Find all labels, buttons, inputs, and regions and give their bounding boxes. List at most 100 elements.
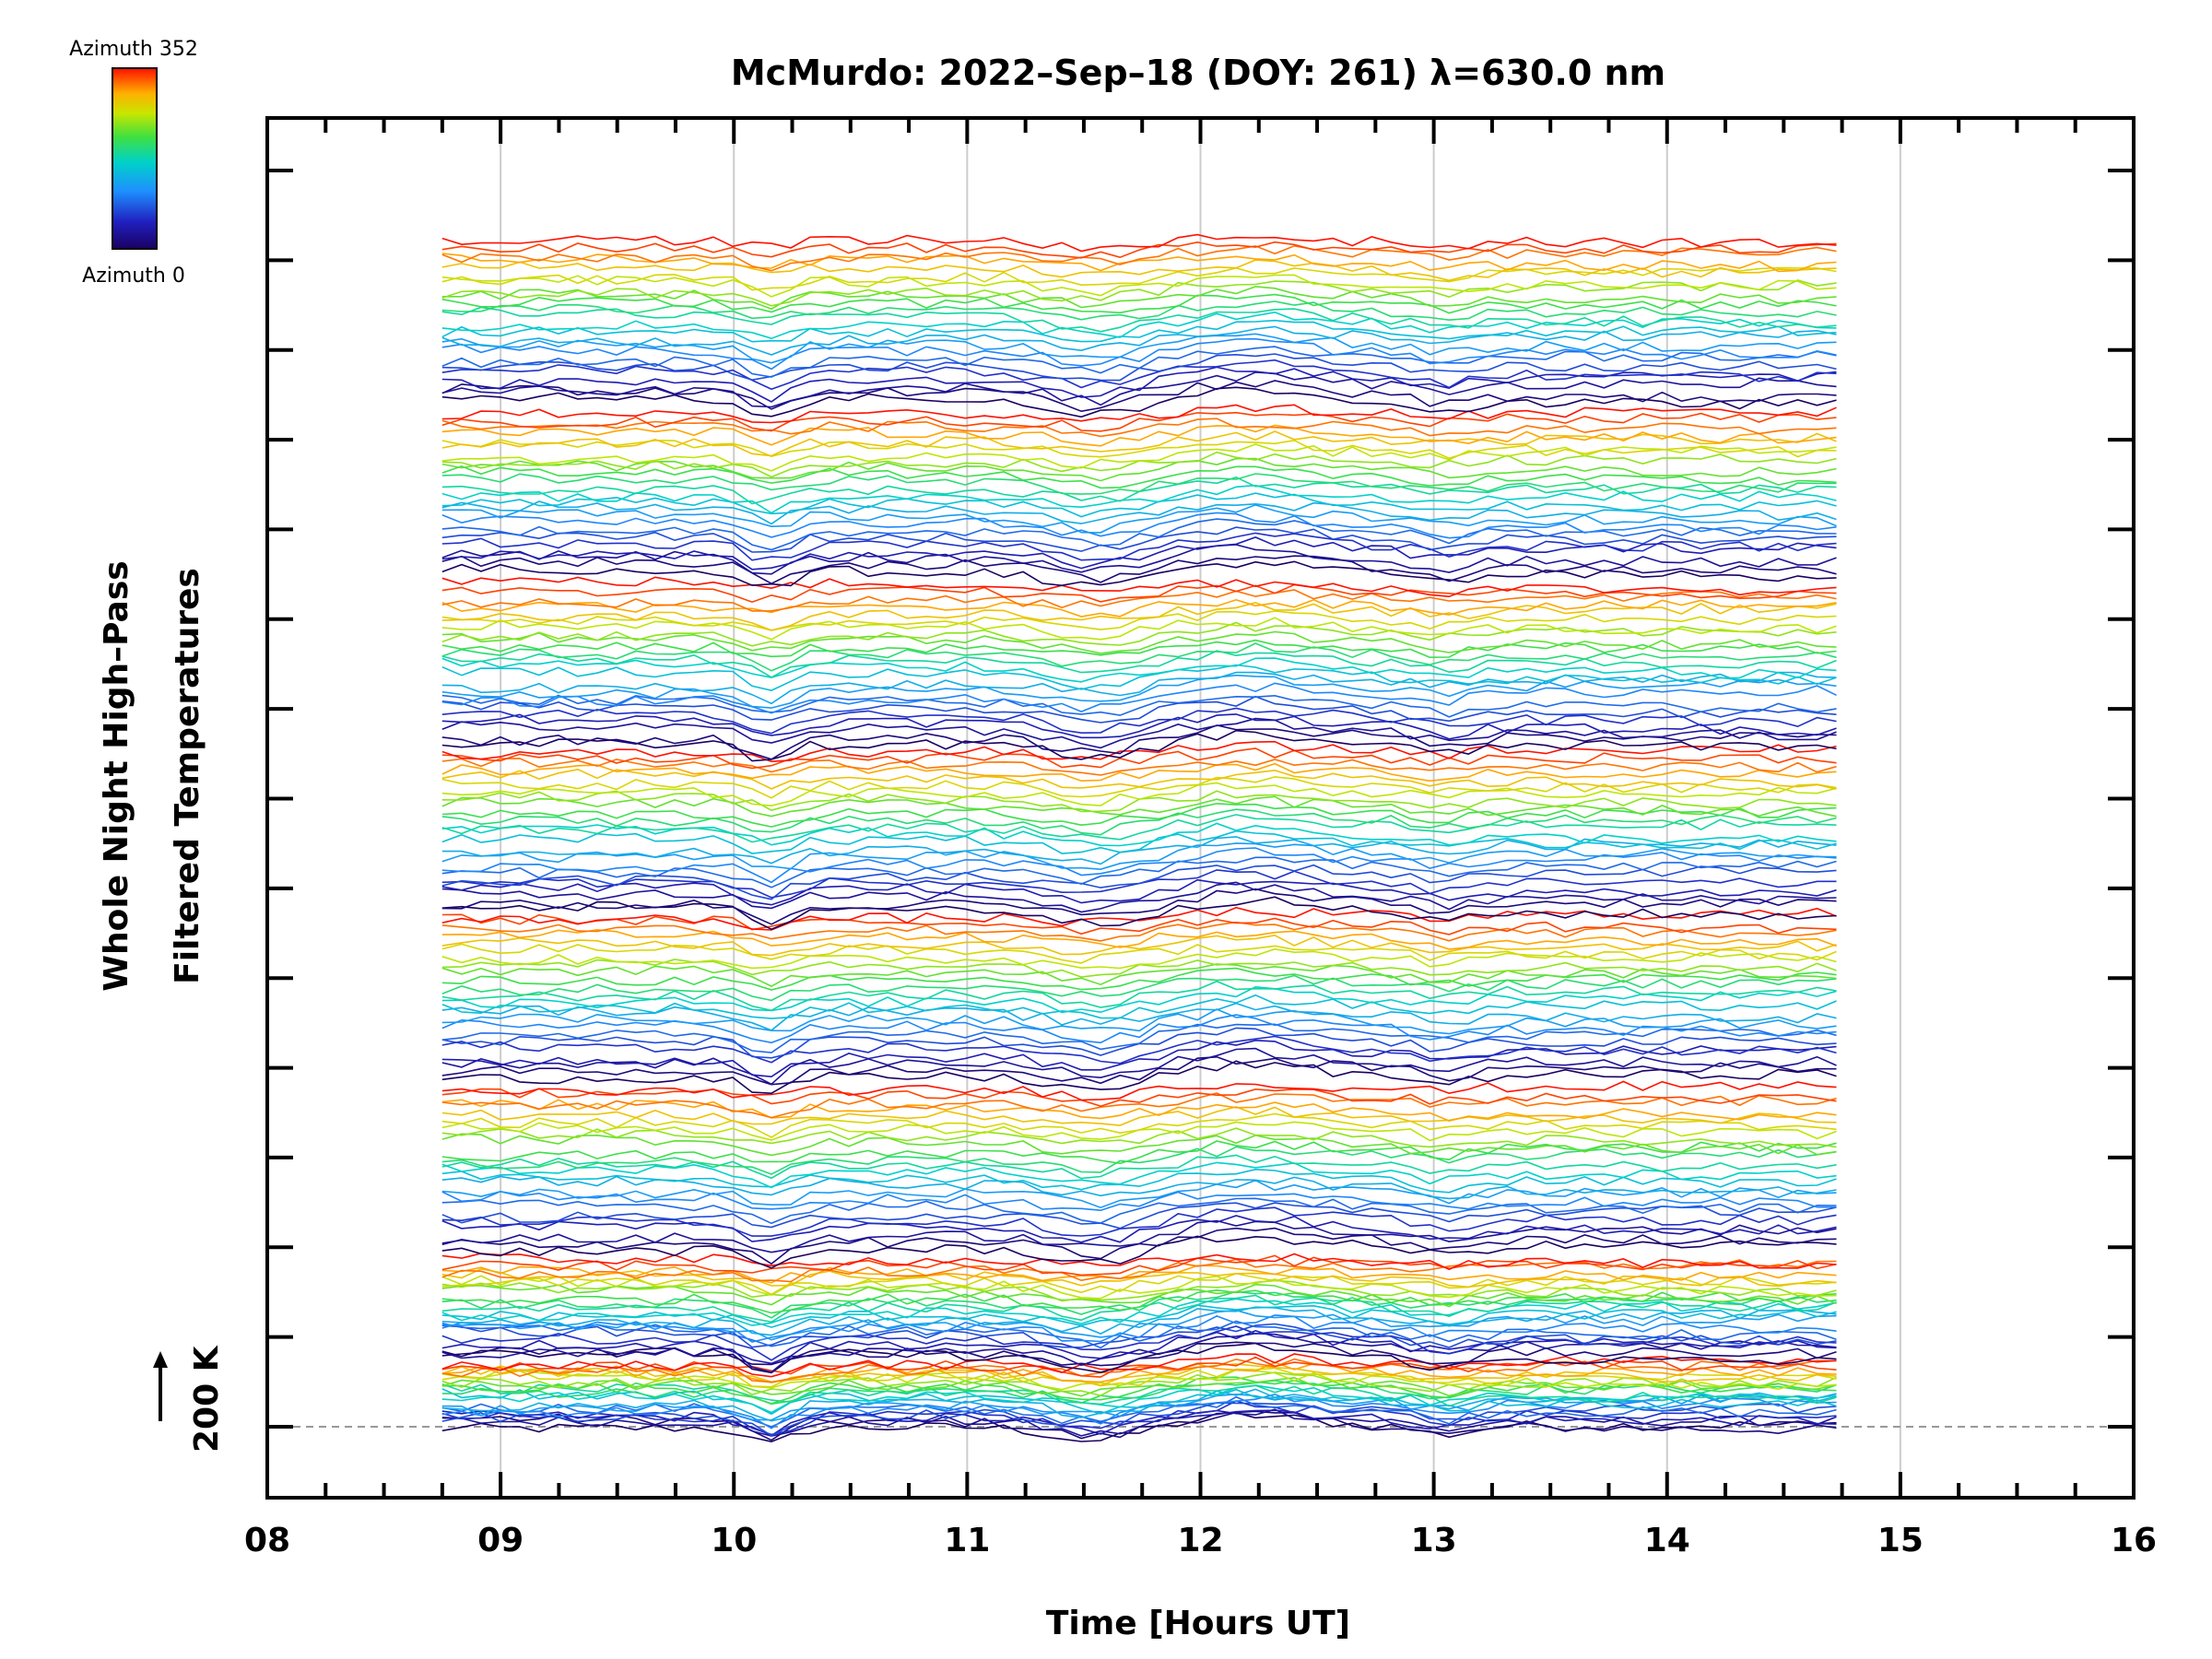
temperature-trace [441, 674, 1837, 709]
temperature-trace [441, 1306, 1837, 1336]
temperature-trace [441, 1168, 1837, 1194]
x-tick-label: 13 [1411, 1522, 1457, 1559]
temperature-trace [441, 404, 1837, 424]
temperature-trace [441, 1140, 1837, 1165]
temperature-trace [441, 963, 1837, 988]
temperature-trace [441, 1133, 1837, 1157]
temperature-trace [441, 1395, 1837, 1428]
temperature-trace [441, 484, 1837, 514]
temperature-trace [441, 713, 1837, 740]
temperature-trace [441, 233, 1837, 253]
temperature-trace [441, 1023, 1837, 1053]
temperature-trace [441, 325, 1837, 356]
temperature-trace [441, 888, 1837, 925]
temperature-trace [441, 842, 1837, 871]
temperature-trace [441, 1325, 1837, 1361]
temperature-trace [441, 717, 1837, 749]
temperature-trace [441, 411, 1837, 432]
temperature-trace [441, 560, 1837, 587]
temperature-trace [441, 1265, 1837, 1284]
temperature-trace [441, 532, 1837, 561]
temperature-trace [441, 1154, 1837, 1180]
chart-title: McMurdo: 2022–Sep–18 (DOY: 261) λ=630.0 … [731, 53, 1665, 93]
temperature-trace [441, 555, 1837, 585]
temperature-trace [441, 1304, 1837, 1328]
temperature-trace [441, 473, 1837, 495]
temperature-trace [441, 503, 1837, 534]
temperature-trace [441, 682, 1837, 714]
temperature-trace [441, 768, 1837, 790]
temperature-trace [441, 353, 1837, 382]
temperature-trace [441, 1353, 1837, 1378]
colorbar-bottom-label: Azimuth 0 [82, 265, 185, 288]
y-axis-label-line1: Whole Night High–Pass [98, 560, 135, 991]
temperature-trace [441, 642, 1837, 672]
temperature-trace [441, 1008, 1837, 1035]
scale-indicator: 200 K [153, 1345, 226, 1453]
temperature-trace [441, 617, 1837, 641]
temperature-trace [441, 1088, 1837, 1108]
temperature-trace [441, 795, 1837, 818]
temperature-trace [441, 1314, 1837, 1343]
temperature-trace [441, 657, 1837, 683]
temperature-trace [441, 1047, 1837, 1086]
x-tick-label: 08 [244, 1522, 290, 1559]
colorbar-legend: Azimuth 352 Azimuth 0 [69, 38, 198, 288]
scale-label: 200 K [188, 1345, 226, 1453]
temperature-trace [441, 1235, 1837, 1269]
temperature-trace [441, 1369, 1837, 1391]
temperature-trace [441, 758, 1837, 776]
x-tick-label: 11 [944, 1522, 990, 1559]
temperature-trace [441, 1383, 1837, 1407]
temperature-trace [441, 1408, 1837, 1437]
temperature-trace [441, 1106, 1837, 1126]
temperature-trace [441, 544, 1837, 575]
temperature-trace [441, 1376, 1837, 1397]
temperature-trace [441, 1254, 1837, 1277]
temperature-trace [441, 630, 1837, 654]
temperature-trace [441, 526, 1837, 553]
temperature-trace [441, 1402, 1837, 1437]
temperature-trace [441, 286, 1837, 311]
temperature-trace [441, 1329, 1837, 1365]
x-tick-label: 10 [711, 1522, 757, 1559]
temperature-trace [441, 439, 1837, 460]
temperature-trace [441, 1099, 1837, 1122]
temperature-trace [441, 512, 1837, 539]
temperature-trace [441, 1320, 1837, 1349]
temperature-trace [441, 457, 1837, 482]
temperature-trace [441, 694, 1837, 718]
temperature-trace [441, 974, 1837, 1002]
temperature-trace [441, 1190, 1837, 1212]
x-tick-label: 15 [1877, 1522, 1924, 1559]
temperature-trace [441, 1179, 1837, 1209]
temperature-trace [441, 906, 1837, 931]
temperature-trace [441, 762, 1837, 782]
temperature-trace [441, 1127, 1837, 1148]
temperature-trace [441, 664, 1837, 691]
temperature-trace [441, 943, 1837, 964]
temperature-trace [441, 707, 1837, 735]
temperature-trace [441, 333, 1837, 364]
temperature-trace [441, 947, 1837, 970]
temperature-trace [441, 430, 1837, 457]
temperature-trace [441, 864, 1837, 900]
temperature-trace [441, 724, 1837, 760]
temperature-trace [441, 847, 1837, 884]
temperature-trace [441, 928, 1837, 950]
axis-ticks [265, 118, 2136, 1498]
temperature-trace [441, 729, 1837, 762]
x-axis-label: Time [Hours UT] [1046, 1605, 1350, 1642]
temperature-trace [441, 740, 1837, 763]
temperature-trace [441, 856, 1837, 888]
temperature-trace [441, 1092, 1837, 1119]
temperature-trace [441, 1258, 1837, 1283]
temperature-trace [441, 337, 1837, 371]
y-axis-label: Whole Night High–Pass Filtered Temperatu… [98, 560, 206, 991]
temperature-trace [441, 1219, 1837, 1253]
temperature-trace [441, 1175, 1837, 1200]
temperature-trace [441, 1363, 1837, 1387]
temperature-trace [441, 1371, 1837, 1396]
temperature-trace [441, 650, 1837, 678]
